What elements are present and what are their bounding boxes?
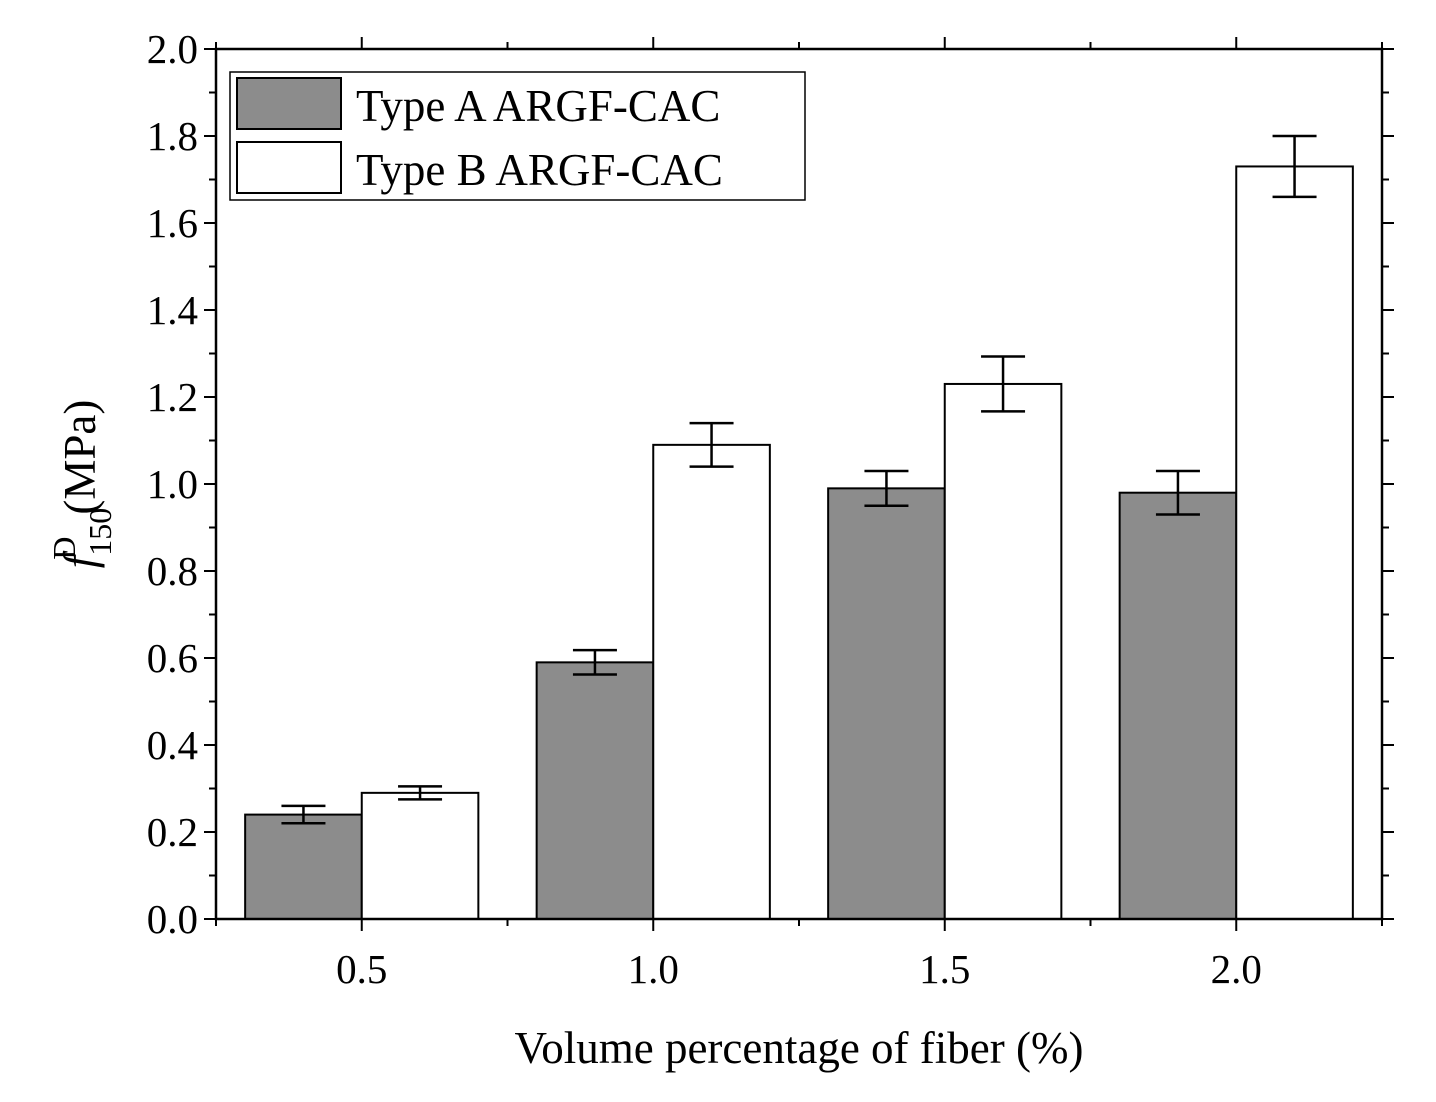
y-axis-title-unit: (MPa) bbox=[55, 400, 105, 515]
y-tick-label: 1.8 bbox=[147, 113, 198, 159]
bar-type-b-0.5 bbox=[360, 791, 480, 920]
legend-label-type-a: Type A ARGF-CAC bbox=[356, 81, 720, 131]
y-axis-title: f150D(MPa) bbox=[46, 400, 118, 569]
bar-type-b-2.0 bbox=[1235, 165, 1354, 920]
y-tick-label: 1.2 bbox=[147, 374, 198, 420]
error-bar-type-b-0.5 bbox=[398, 785, 443, 801]
error-bar-type-a-2.0 bbox=[1155, 469, 1200, 516]
bar-type-b-1.0 bbox=[652, 443, 771, 920]
y-axis-title-subscript: 150 bbox=[82, 508, 118, 556]
y-tick-label: 0.4 bbox=[147, 722, 198, 768]
y-tick-label: 2.0 bbox=[147, 26, 198, 72]
y-tick-label: 0.6 bbox=[147, 635, 198, 681]
y-tick-label: 1.4 bbox=[147, 287, 198, 333]
x-tick-label: 0.5 bbox=[336, 946, 387, 992]
error-bar-type-a-1.0 bbox=[572, 648, 617, 676]
svg-text:f150D(MPa): f150D(MPa) bbox=[46, 400, 118, 569]
y-tick-label: 1.6 bbox=[147, 200, 198, 246]
x-tick-label: 1.5 bbox=[919, 946, 970, 992]
y-tick-label: 1.0 bbox=[147, 461, 198, 507]
y-tick-label: 0.8 bbox=[147, 548, 198, 594]
legend-label-type-b: Type B ARGF-CAC bbox=[356, 145, 723, 195]
bars-layer bbox=[244, 165, 1354, 920]
error-bar-type-b-1.5 bbox=[981, 355, 1026, 413]
x-tick-label: 1.0 bbox=[628, 946, 679, 992]
legend-swatch-type-a bbox=[236, 77, 342, 130]
x-tick-labels: 0.5 1.0 1.5 2.0 bbox=[336, 946, 1262, 992]
ticks-layer bbox=[204, 37, 1394, 931]
y-tick-label: 0.2 bbox=[147, 809, 198, 855]
errorbars-layer bbox=[281, 134, 1317, 825]
error-bar-type-a-1.5 bbox=[864, 469, 909, 507]
bar-type-a-1.5 bbox=[827, 487, 946, 920]
x-tick-label: 2.0 bbox=[1211, 946, 1262, 992]
y-axis-title-superscript: D bbox=[46, 537, 82, 560]
y-tick-labels: 0.0 0.2 0.4 0.6 0.8 1.0 1.2 1.4 1.6 1.8 2.0 bbox=[147, 26, 198, 942]
bar-type-a-1.0 bbox=[535, 661, 655, 920]
legend: Type A ARGF-CAC Type B ARGF-CAC bbox=[229, 71, 806, 201]
y-tick-label: 0.0 bbox=[147, 896, 198, 942]
error-bar-type-b-1.0 bbox=[689, 421, 734, 468]
error-bar-type-a-0.5 bbox=[281, 804, 326, 825]
legend-swatch-type-b bbox=[236, 141, 342, 194]
error-bar-type-b-2.0 bbox=[1272, 134, 1317, 199]
bar-type-b-1.5 bbox=[943, 382, 1063, 920]
bar-type-a-0.5 bbox=[244, 813, 363, 920]
bar-type-a-2.0 bbox=[1118, 491, 1238, 920]
x-axis-title: Volume percentage of fiber (%) bbox=[515, 1023, 1084, 1073]
